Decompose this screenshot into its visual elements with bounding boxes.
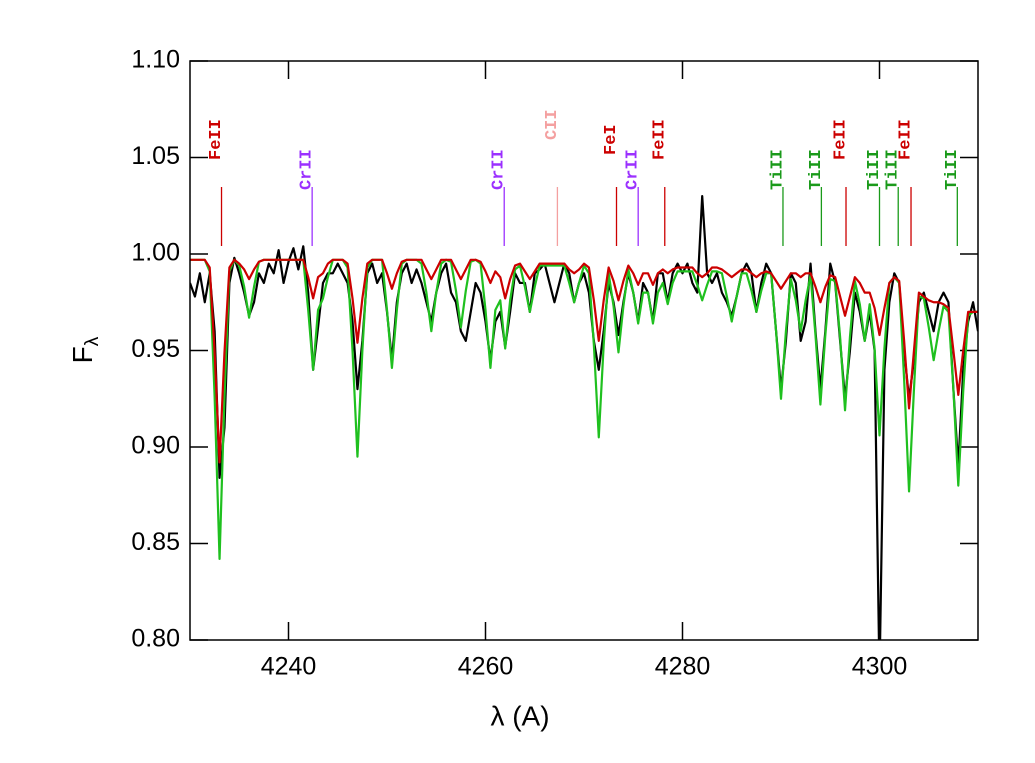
x-tick-label: 4240 xyxy=(261,653,317,681)
plot-area xyxy=(190,195,978,640)
line-id-label: TiII xyxy=(865,149,884,190)
line-id-label: TiII xyxy=(943,149,962,190)
y-axis-label: Fλ xyxy=(67,336,103,363)
x-tick-label: 4280 xyxy=(655,653,711,681)
y-tick-label: 1.05 xyxy=(131,142,180,170)
line-id-label: CrII xyxy=(298,149,317,190)
x-tick-label: 4300 xyxy=(852,653,908,681)
line-id-label: FeII xyxy=(831,119,850,160)
spectrum-line xyxy=(190,258,978,464)
plot-frame xyxy=(189,60,979,641)
line-id-label: TiII xyxy=(807,149,826,190)
line-id-label: FeII xyxy=(897,119,916,160)
spectrum-line xyxy=(190,258,978,561)
line-id-label: CrII xyxy=(624,149,643,190)
line-id-label: TiII xyxy=(768,149,787,190)
line-id-label: FeI xyxy=(602,124,621,155)
y-tick-label: 0.95 xyxy=(131,335,180,363)
line-id-label: FeII xyxy=(207,119,226,160)
y-axis-label-main: F xyxy=(67,346,98,363)
x-axis-label: λ (A) xyxy=(490,700,549,731)
line-id-label: CII xyxy=(543,109,562,140)
line-id-label: CrII xyxy=(490,149,509,190)
x-tick-label: 4260 xyxy=(458,653,514,681)
y-tick-label: 0.80 xyxy=(131,625,180,653)
line-id-label: FeII xyxy=(650,119,669,160)
y-tick-label: 1.10 xyxy=(131,46,180,74)
y-tick-label: 1.00 xyxy=(131,239,180,267)
line-id-label: TiII xyxy=(884,149,903,190)
y-tick-label: 0.90 xyxy=(131,432,180,460)
y-axis-label-sub: λ xyxy=(82,336,103,346)
y-tick-label: 0.85 xyxy=(131,528,180,556)
